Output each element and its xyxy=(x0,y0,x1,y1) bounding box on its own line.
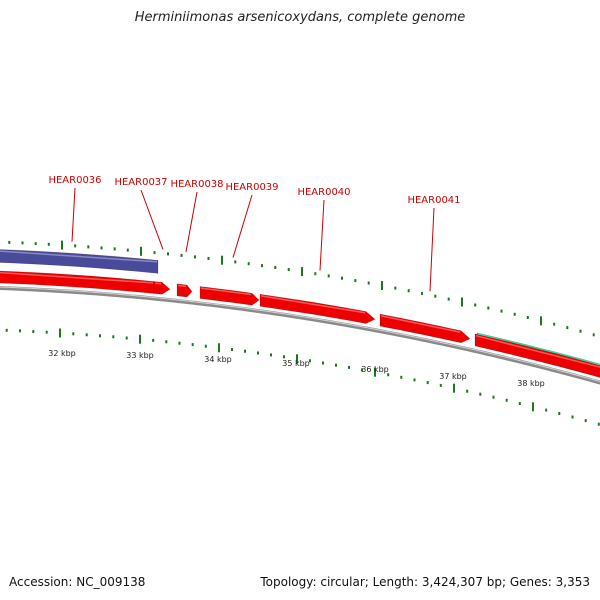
gene-label-leader xyxy=(429,207,435,292)
red-gene-bar-highlight xyxy=(0,271,154,284)
gene-arrow-hear0038 xyxy=(176,283,193,298)
gene-label-leader xyxy=(71,187,76,242)
backbone-highlight xyxy=(0,286,600,383)
purple-gene-bar xyxy=(0,249,159,274)
gene-label-hear0041: HEAR0041 xyxy=(407,195,460,206)
gene-label-hear0039: HEAR0039 xyxy=(225,182,278,193)
gene-label-leader xyxy=(319,199,325,271)
genome-summary: Topology: circular; Length: 3,424,307 bp… xyxy=(260,575,590,589)
gene-arrow-hear0040 xyxy=(259,293,376,324)
gene-features xyxy=(0,249,600,378)
genome-backbone xyxy=(0,285,600,385)
gene-arrow-hear0039 xyxy=(199,286,260,306)
scale-label: 37 kbp xyxy=(439,372,467,381)
gene-label-hear0037: HEAR0037 xyxy=(114,177,167,188)
tick-row-bottom xyxy=(5,328,600,426)
gene-labels: HEAR0036 HEAR0037 HEAR0038 HEAR0039 HEAR0040… xyxy=(48,175,461,292)
gene-arrow-hear0037-highlight xyxy=(154,282,162,285)
red-gene-bar-right-highlight xyxy=(475,334,600,368)
gene-label-hear0036: HEAR0036 xyxy=(48,175,101,186)
gene-arrow-hear0040-highlight xyxy=(260,295,366,314)
red-gene-bar-right xyxy=(474,333,600,378)
accession-text: Accession: NC_009138 xyxy=(9,575,146,589)
scale-label: 34 kbp xyxy=(204,355,232,364)
gene-label-leader xyxy=(185,191,198,252)
scale-label: 32 kbp xyxy=(48,349,76,358)
scale-label: 36 kbp xyxy=(361,365,389,374)
gene-arrow-hear0041 xyxy=(379,313,471,344)
tick-row-top xyxy=(8,240,595,337)
purple-gene-bar-highlight xyxy=(0,250,158,263)
backbone-line xyxy=(0,285,600,385)
gene-label-hear0040: HEAR0040 xyxy=(297,187,350,198)
gene-arrow-hear0039-highlight xyxy=(200,287,252,296)
scale-label: 33 kbp xyxy=(126,351,154,360)
scale-labels: 32 kbp 33 kbp 34 kbp 35 kbp 36 kbp 37 kbp 38 k… xyxy=(48,349,545,388)
scale-label: 35 kbp xyxy=(282,359,310,368)
gene-label-leader xyxy=(140,189,164,250)
gene-arrow-hear0041-highlight xyxy=(380,315,461,333)
gene-arrow-hear0037 xyxy=(153,281,171,295)
gene-label-hear0038: HEAR0038 xyxy=(170,179,223,190)
scale-label: 38 kbp xyxy=(517,379,545,388)
gene-label-leader xyxy=(232,194,253,258)
gene-arrow-hear0038-highlight xyxy=(177,284,187,288)
genome-title: Herminiimonas arsenicoxydans, complete g… xyxy=(134,10,466,25)
